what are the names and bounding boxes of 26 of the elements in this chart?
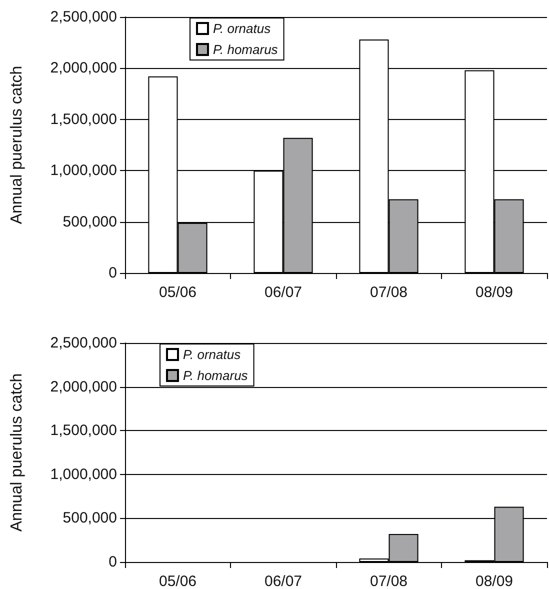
- y-axis-title: Annual puerulus catch: [8, 373, 26, 532]
- legend-label: P. homarus: [183, 368, 248, 383]
- y-tick-label: 2,500,000: [50, 334, 117, 352]
- x-tick-label: 05/06: [158, 284, 197, 301]
- x-tick-label: 06/07: [264, 573, 302, 589]
- y-tick-label: 0: [108, 554, 117, 570]
- y-axis-title: Annual puerulus catch: [8, 66, 26, 224]
- x-tick-label: 08/09: [475, 284, 514, 301]
- legend-label: P. ornatus: [183, 347, 242, 362]
- x-tick-label: 07/08: [370, 573, 408, 589]
- y-tick-label: 1,500,000: [50, 422, 117, 440]
- legend-label: P. homarus: [213, 42, 278, 57]
- y-tick-label: 1,000,000: [50, 162, 117, 180]
- y-tick-label: 2,000,000: [50, 60, 117, 77]
- legend-label: P. ornatus: [213, 21, 272, 36]
- y-tick-label: 500,000: [62, 510, 117, 527]
- y-tick-label: 1,000,000: [50, 466, 117, 483]
- x-tick-label: 07/08: [370, 284, 408, 301]
- y-tick-label: 2,000,000: [50, 378, 117, 396]
- x-tick-label: 06/07: [264, 284, 302, 301]
- y-tick-label: 1,500,000: [50, 110, 117, 128]
- y-tick-label: 0: [108, 264, 117, 282]
- x-tick-label: 05/06: [158, 573, 197, 589]
- y-tick-label: 2,500,000: [50, 8, 117, 26]
- y-tick-label: 500,000: [62, 213, 117, 230]
- x-tick-label: 08/09: [475, 573, 514, 589]
